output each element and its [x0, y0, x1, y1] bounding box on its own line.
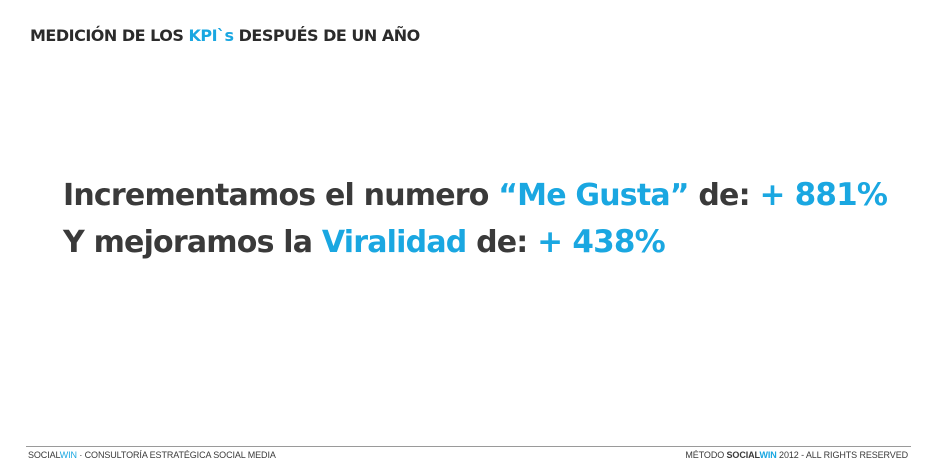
title-highlight-kpis: KPI`s [188, 26, 234, 45]
footer-right-suffix: 2012 - ALL RIGHTS RESERVED [776, 450, 908, 460]
line2-suffix: de: [466, 225, 538, 260]
line1-value: + 881% [759, 177, 888, 213]
footer-left-brand-social: SOCIAL [28, 450, 60, 460]
footer-divider [26, 446, 911, 447]
footer-left-text: · CONSULTORÍA ESTRATÉGICA SOCIAL MEDIA [76, 450, 276, 460]
footer-right-brand-social: SOCIAL [726, 450, 760, 460]
footer-right: MÉTODO SOCIALWIN 2012 - ALL RIGHTS RESER… [685, 450, 908, 460]
title-part-1: MEDICIÓN DE LOS [30, 26, 189, 45]
line2-highlight: Viralidad [321, 225, 467, 260]
line1-suffix: de: [688, 178, 760, 213]
statement-line-virality: Y mejoramos la Viralidad de: + 438% [63, 219, 887, 266]
line1-highlight: “Me Gusta” [498, 178, 689, 213]
title-part-2: DESPUÉS DE UN AÑO [233, 26, 421, 45]
statement-line-likes: Incrementamos el numero “Me Gusta” de: +… [63, 172, 888, 219]
footer-right-brand-win: WIN [759, 450, 777, 460]
line2-text: Y mejoramos la [63, 225, 322, 260]
footer-right-prefix: MÉTODO [685, 450, 727, 460]
main-statement: Incrementamos el numero “Me Gusta” de: +… [63, 172, 888, 266]
page-title: MEDICIÓN DE LOS KPI`s DESPUÉS DE UN AÑO [30, 26, 420, 45]
line2-value: + 438% [537, 224, 666, 260]
line1-text: Incrementamos el numero [63, 178, 499, 213]
footer-left-brand-win: WIN [59, 450, 77, 460]
footer-left: SOCIALWIN · CONSULTORÍA ESTRATÉGICA SOCI… [28, 450, 276, 460]
